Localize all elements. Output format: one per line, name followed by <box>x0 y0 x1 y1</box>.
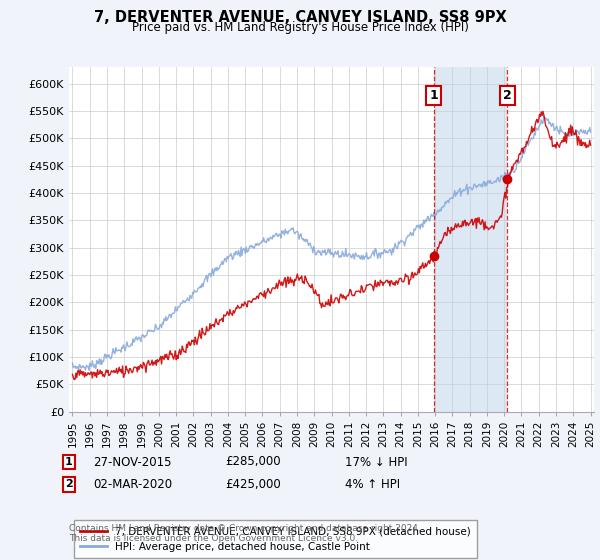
Legend: 7, DERVENTER AVENUE, CANVEY ISLAND, SS8 9PX (detached house), HPI: Average price: 7, DERVENTER AVENUE, CANVEY ISLAND, SS8 … <box>74 520 477 558</box>
Text: 2: 2 <box>65 479 73 489</box>
Text: 4% ↑ HPI: 4% ↑ HPI <box>345 478 400 491</box>
Text: 2: 2 <box>503 89 512 102</box>
Text: 1: 1 <box>65 457 73 467</box>
Text: £285,000: £285,000 <box>225 455 281 469</box>
Text: £425,000: £425,000 <box>225 478 281 491</box>
Text: 1: 1 <box>430 89 438 102</box>
Text: Contains HM Land Registry data © Crown copyright and database right 2024.
This d: Contains HM Land Registry data © Crown c… <box>69 524 421 543</box>
Text: 27-NOV-2015: 27-NOV-2015 <box>93 455 172 469</box>
Text: Price paid vs. HM Land Registry's House Price Index (HPI): Price paid vs. HM Land Registry's House … <box>131 21 469 34</box>
Bar <box>434 67 507 412</box>
Text: 02-MAR-2020: 02-MAR-2020 <box>93 478 172 491</box>
Text: 17% ↓ HPI: 17% ↓ HPI <box>345 455 407 469</box>
Text: 7, DERVENTER AVENUE, CANVEY ISLAND, SS8 9PX: 7, DERVENTER AVENUE, CANVEY ISLAND, SS8 … <box>94 10 506 25</box>
